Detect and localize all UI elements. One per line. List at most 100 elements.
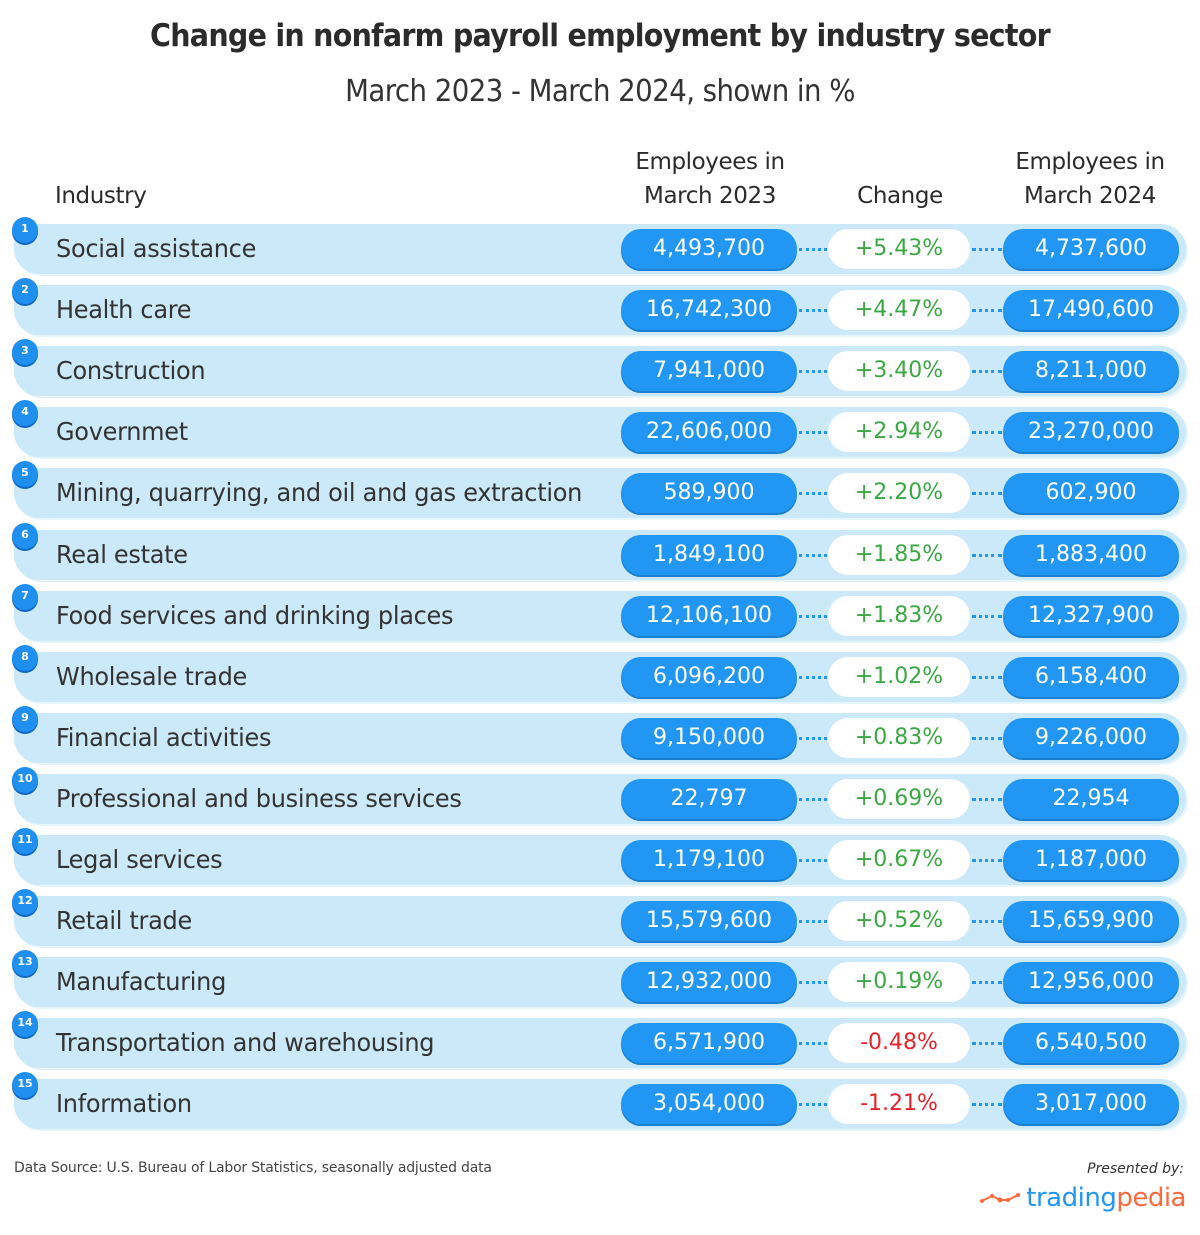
employees-march-2023: 6,096,200	[621, 656, 797, 697]
column-header-industry: Industry	[55, 183, 147, 209]
employees-march-2023: 589,900	[621, 473, 797, 514]
employees-march-2024: 9,226,000	[1003, 717, 1179, 758]
change-percent: -1.21%	[828, 1084, 970, 1125]
change-percent: +1.83%	[828, 595, 970, 636]
employees-march-2023: 6,571,900	[621, 1023, 797, 1064]
change-percent: +2.20%	[828, 473, 970, 514]
employees-march-2023: 1,849,100	[621, 534, 797, 575]
table-row: 2 Health care 16,742,300 +4.47% 17,490,600	[12, 278, 1186, 336]
industry-name: Retail trade	[56, 906, 192, 936]
employees-march-2024: 22,954	[1003, 778, 1179, 819]
employees-march-2023: 4,493,700	[621, 229, 797, 269]
connector-dots	[799, 1042, 827, 1046]
employees-march-2023: 7,941,000	[621, 351, 797, 392]
change-percent: +0.52%	[828, 901, 970, 942]
industry-name: Information	[56, 1089, 192, 1119]
employees-march-2024: 4,737,600	[1003, 229, 1179, 269]
connector-dots	[799, 553, 827, 557]
industry-name: Wholesale trade	[56, 661, 248, 691]
table-row: 10 Professional and business services 22,7…	[12, 766, 1186, 824]
employees-march-2024: 6,158,400	[1003, 656, 1179, 697]
rank-badge: 11	[12, 828, 38, 854]
column-header-change: Change	[857, 183, 943, 209]
column-header-march-2024-line2: March 2024	[1024, 183, 1156, 209]
table-row: 12 Retail trade 15,579,600 +0.52% 15,659,900	[12, 889, 1186, 947]
rank-badge: 8	[12, 644, 38, 671]
change-percent: +0.83%	[828, 717, 970, 758]
connector-dots	[972, 431, 1002, 435]
change-percent: -0.48%	[828, 1023, 970, 1064]
change-percent: +2.94%	[828, 412, 970, 453]
connector-dots	[972, 370, 1002, 374]
employees-march-2023: 3,054,000	[621, 1084, 797, 1125]
table-row: 9 Financial activities 9,150,000 +0.83% 9,22…	[12, 705, 1186, 763]
connector-dots	[972, 553, 1002, 557]
connector-dots	[799, 675, 827, 679]
connector-dots	[799, 981, 827, 985]
employees-march-2023: 22,606,000	[621, 412, 797, 453]
industry-name: Social assistance	[56, 234, 257, 263]
table-row: 11 Legal services 1,179,100 +0.67% 1,187,000	[12, 828, 1186, 885]
column-header-march-2024: Employees in March 2024	[990, 145, 1190, 213]
employees-march-2024: 8,211,000	[1003, 351, 1179, 392]
change-percent: +1.85%	[828, 534, 970, 575]
connector-dots	[799, 492, 827, 496]
employees-march-2024: 23,270,000	[1003, 412, 1179, 453]
employees-march-2023: 12,932,000	[621, 962, 797, 1003]
column-header-march-2023-line2: March 2023	[644, 183, 776, 209]
table-row: 6 Real estate 1,849,100 +1.85% 1,883,400	[12, 522, 1186, 580]
industry-name: Health care	[56, 295, 192, 325]
rank-badge: 2	[12, 278, 38, 305]
connector-dots	[972, 1042, 1002, 1046]
industry-name: Legal services	[56, 845, 223, 874]
industry-name: Financial activities	[56, 722, 272, 752]
change-percent: +0.19%	[828, 962, 970, 1003]
rank-badge: 5	[12, 461, 38, 488]
rank-badge: 13	[12, 950, 38, 977]
change-percent: +4.47%	[828, 290, 970, 331]
employees-march-2024: 602,900	[1003, 473, 1179, 514]
employees-march-2024: 3,017,000	[1003, 1084, 1179, 1125]
rank-badge: 6	[12, 522, 38, 549]
connector-dots	[799, 920, 827, 924]
connector-dots	[799, 309, 827, 313]
employees-march-2024: 6,540,500	[1003, 1023, 1179, 1064]
industry-name: Professional and business services	[56, 783, 462, 813]
employees-march-2023: 16,742,300	[621, 290, 797, 331]
connector-dots	[972, 248, 1002, 251]
table-row: 15 Information 3,054,000 -1.21% 3,017,000	[12, 1072, 1186, 1130]
connector-dots	[972, 675, 1002, 679]
table-row: 8 Wholesale trade 6,096,200 +1.02% 6,158,400	[12, 644, 1186, 702]
column-header-march-2023: Employees in March 2023	[610, 145, 810, 213]
logo-text-trading: trading	[1026, 1183, 1117, 1213]
tradingpedia-logo: trading pedia	[980, 1182, 1186, 1214]
connector-dots	[799, 1103, 827, 1107]
rank-badge: 15	[12, 1072, 38, 1099]
employees-march-2024: 12,327,900	[1003, 595, 1179, 636]
rank-badge: 12	[12, 889, 38, 916]
employees-march-2024: 1,187,000	[1003, 840, 1179, 880]
change-percent: +3.40%	[828, 351, 970, 392]
connector-dots	[799, 431, 827, 435]
connector-dots	[972, 797, 1002, 801]
industry-name: Real estate	[56, 539, 188, 569]
table-row: 1 Social assistance 4,493,700 +5.43% 4,737,6…	[12, 217, 1186, 274]
employees-march-2023: 15,579,600	[621, 901, 797, 942]
connector-dots	[799, 736, 827, 740]
connector-dots	[972, 614, 1002, 618]
change-percent: +0.67%	[828, 840, 970, 880]
connector-dots	[972, 981, 1002, 985]
employees-march-2023: 1,179,100	[621, 840, 797, 880]
rank-badge: 14	[12, 1011, 38, 1038]
table-row: 3 Construction 7,941,000 +3.40% 8,211,000	[12, 339, 1186, 397]
column-header-march-2023-line1: Employees in	[635, 149, 785, 175]
rank-badge: 9	[12, 705, 38, 732]
connector-dots	[799, 370, 827, 374]
employees-march-2024: 12,956,000	[1003, 962, 1179, 1003]
employees-march-2023: 22,797	[621, 778, 797, 819]
connector-dots	[799, 797, 827, 801]
rank-badge: 1	[12, 217, 38, 243]
employees-march-2023: 12,106,100	[621, 595, 797, 636]
employees-march-2024: 15,659,900	[1003, 901, 1179, 942]
table-row: 14 Transportation and warehousing 6,571,90…	[12, 1011, 1186, 1069]
